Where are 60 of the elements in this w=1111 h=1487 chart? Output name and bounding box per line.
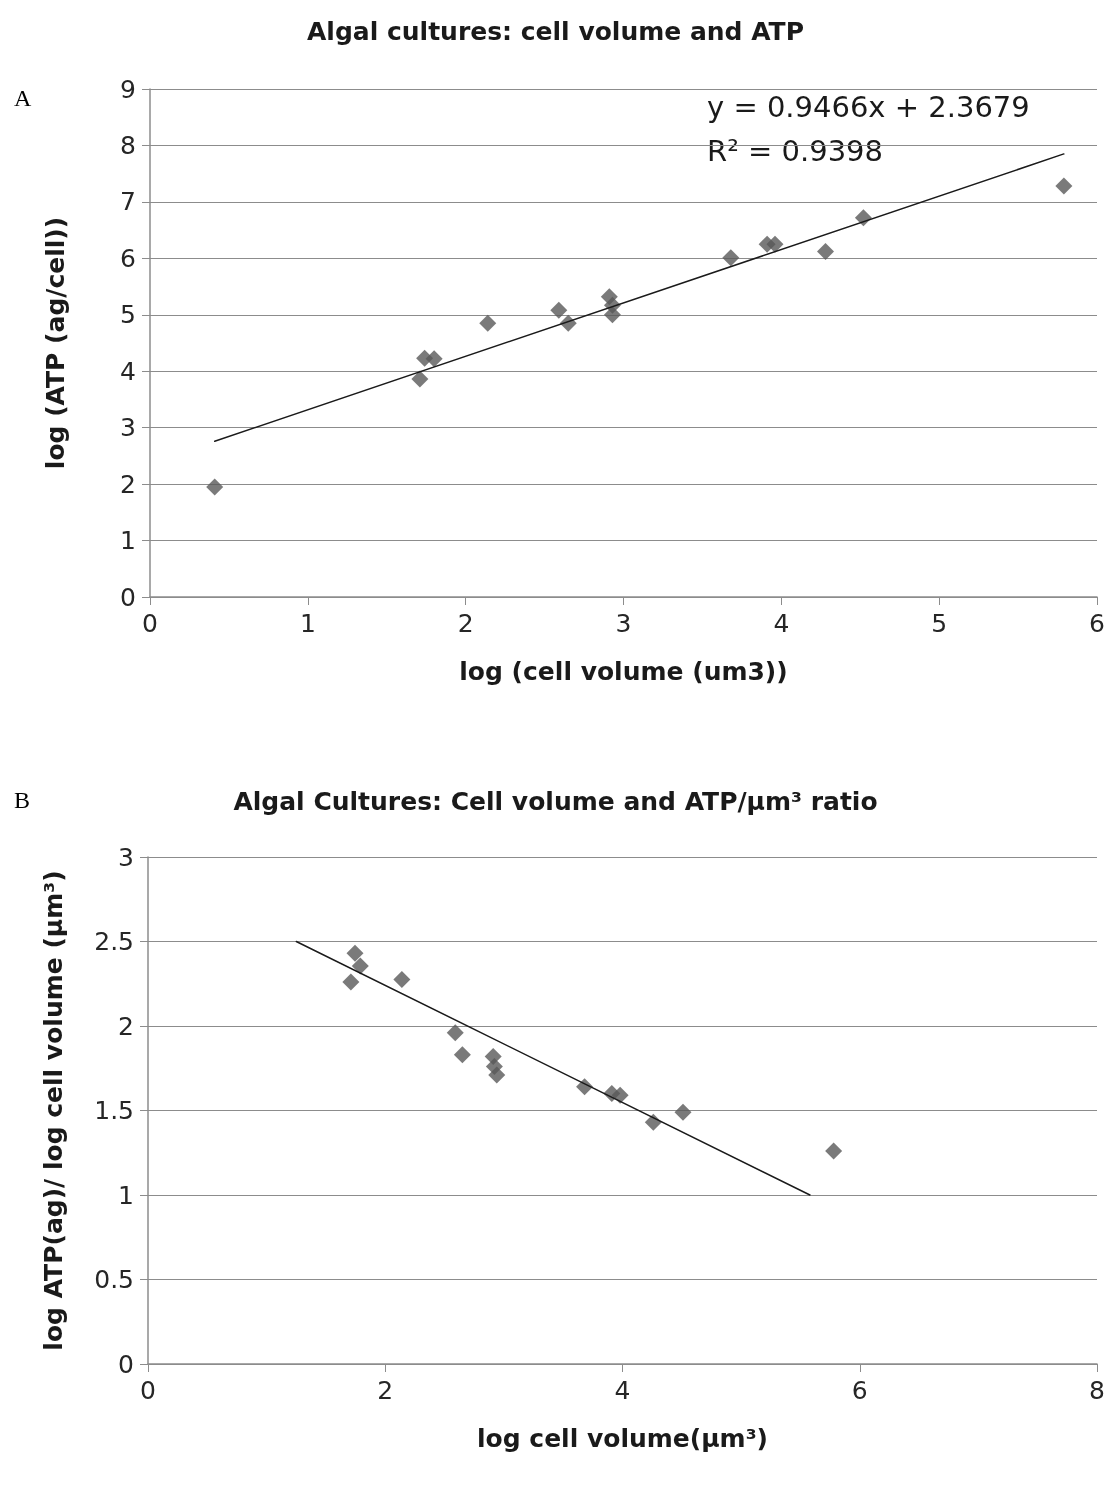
- x-tick-label: 6: [1089, 609, 1105, 638]
- point: [411, 370, 429, 388]
- point: [488, 1066, 506, 1084]
- point: [453, 1046, 471, 1064]
- annotation: R² = 0.9398: [707, 133, 883, 168]
- point: [854, 209, 872, 227]
- x-tick-label: 8: [1089, 1376, 1105, 1405]
- y-tick-label: 7: [120, 187, 136, 217]
- y-tick-label: 3: [118, 842, 134, 872]
- y-axis-title: log (ATP (ag/cell)): [41, 216, 70, 470]
- text: A: [14, 85, 32, 111]
- annotation: y = 0.9466x + 2.3679: [707, 89, 1030, 124]
- x-tick-label: 0: [142, 609, 158, 638]
- point: [393, 971, 411, 989]
- chart-title: Algal cultures: cell volume and ATP: [307, 17, 804, 46]
- point: [722, 249, 740, 267]
- point: [825, 1142, 843, 1160]
- point: [206, 478, 224, 496]
- point: [446, 1024, 464, 1042]
- point: [1055, 177, 1073, 195]
- y-tick-label: 1: [118, 1180, 134, 1210]
- y-tick-label: 0: [120, 582, 136, 612]
- point: [766, 235, 784, 253]
- point: [817, 243, 835, 261]
- y-tick-label: 6: [120, 243, 136, 273]
- y-axis-title: log ATP(ag)/ log cell volume (μm³): [39, 870, 68, 1351]
- chart-title: Algal Cultures: Cell volume and ATP/μm³ ratio: [233, 787, 878, 816]
- point: [479, 314, 497, 332]
- y-tick-label: 5: [120, 300, 136, 330]
- x-tick-label: 6: [851, 1376, 868, 1405]
- x-tick-label: 2: [457, 609, 474, 638]
- point: [351, 957, 369, 975]
- point: [603, 306, 621, 324]
- point: [342, 973, 360, 991]
- point: [674, 1103, 692, 1121]
- x-tick-label: 0: [140, 1376, 156, 1405]
- x-axis-title: log cell volume(μm³): [476, 1424, 769, 1453]
- x-tick-label: 3: [615, 609, 632, 638]
- y-tick-label: 2: [118, 1011, 134, 1041]
- y-tick-label: 4: [120, 356, 136, 386]
- point: [346, 944, 364, 962]
- y-tick-label: 0: [118, 1349, 134, 1379]
- y-tick-label: 9: [120, 74, 136, 104]
- y-tick-label: 2: [120, 469, 136, 499]
- y-tick-label: 0.5: [94, 1265, 134, 1294]
- x-tick-label: 5: [931, 609, 948, 638]
- y-tick-label: 8: [120, 130, 136, 160]
- x-axis-title: log (cell volume (um3)): [459, 657, 788, 686]
- point: [611, 1086, 629, 1104]
- x-tick-label: 2: [377, 1376, 394, 1405]
- x-tick-label: 4: [614, 1376, 631, 1405]
- y-tick-label: 1.5: [94, 1096, 134, 1125]
- x-tick-label: 4: [773, 609, 790, 638]
- point: [550, 301, 568, 319]
- y-tick-label: 1: [120, 526, 136, 556]
- y-tick-label: 3: [120, 413, 136, 443]
- point: [425, 350, 443, 368]
- text: B: [14, 787, 31, 813]
- x-tick-label: 1: [299, 609, 316, 638]
- y-tick-label: 2.5: [94, 927, 134, 956]
